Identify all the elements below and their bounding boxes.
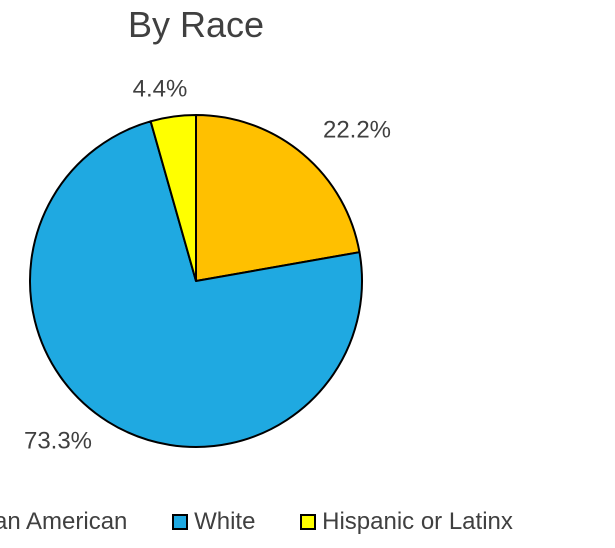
data-label-african-american: 22.2% — [323, 116, 391, 143]
legend-item-white[interactable]: White — [172, 508, 255, 536]
legend-label-white: White — [194, 508, 256, 535]
pie-slice-white[interactable] — [29, 120, 363, 448]
pie-slices — [29, 114, 363, 448]
pie-slice-african-american[interactable] — [195, 114, 361, 282]
data-label-hispanic-or-latinx: 4.4% — [133, 75, 188, 102]
chart-title: By Race — [127, 4, 265, 45]
legend: an American White Hispanic or Latinx — [0, 508, 551, 538]
legend-label-african-american: an American — [0, 508, 128, 535]
legend-item-african-american[interactable]: an American — [0, 508, 127, 536]
data-label-white: 73.3% — [24, 427, 92, 454]
legend-swatch-white — [172, 514, 189, 530]
legend-item-hispanic-or-latinx[interactable]: Hispanic or Latinx — [300, 508, 513, 536]
pie-slice-hispanic-or-latinx[interactable] — [149, 114, 197, 282]
pie-data-labels: 22.2% 73.3% 4.4% — [24, 75, 391, 454]
legend-swatch-hispanic-or-latinx — [300, 514, 317, 530]
legend-label-hispanic-or-latinx: Hispanic or Latinx — [322, 508, 513, 535]
